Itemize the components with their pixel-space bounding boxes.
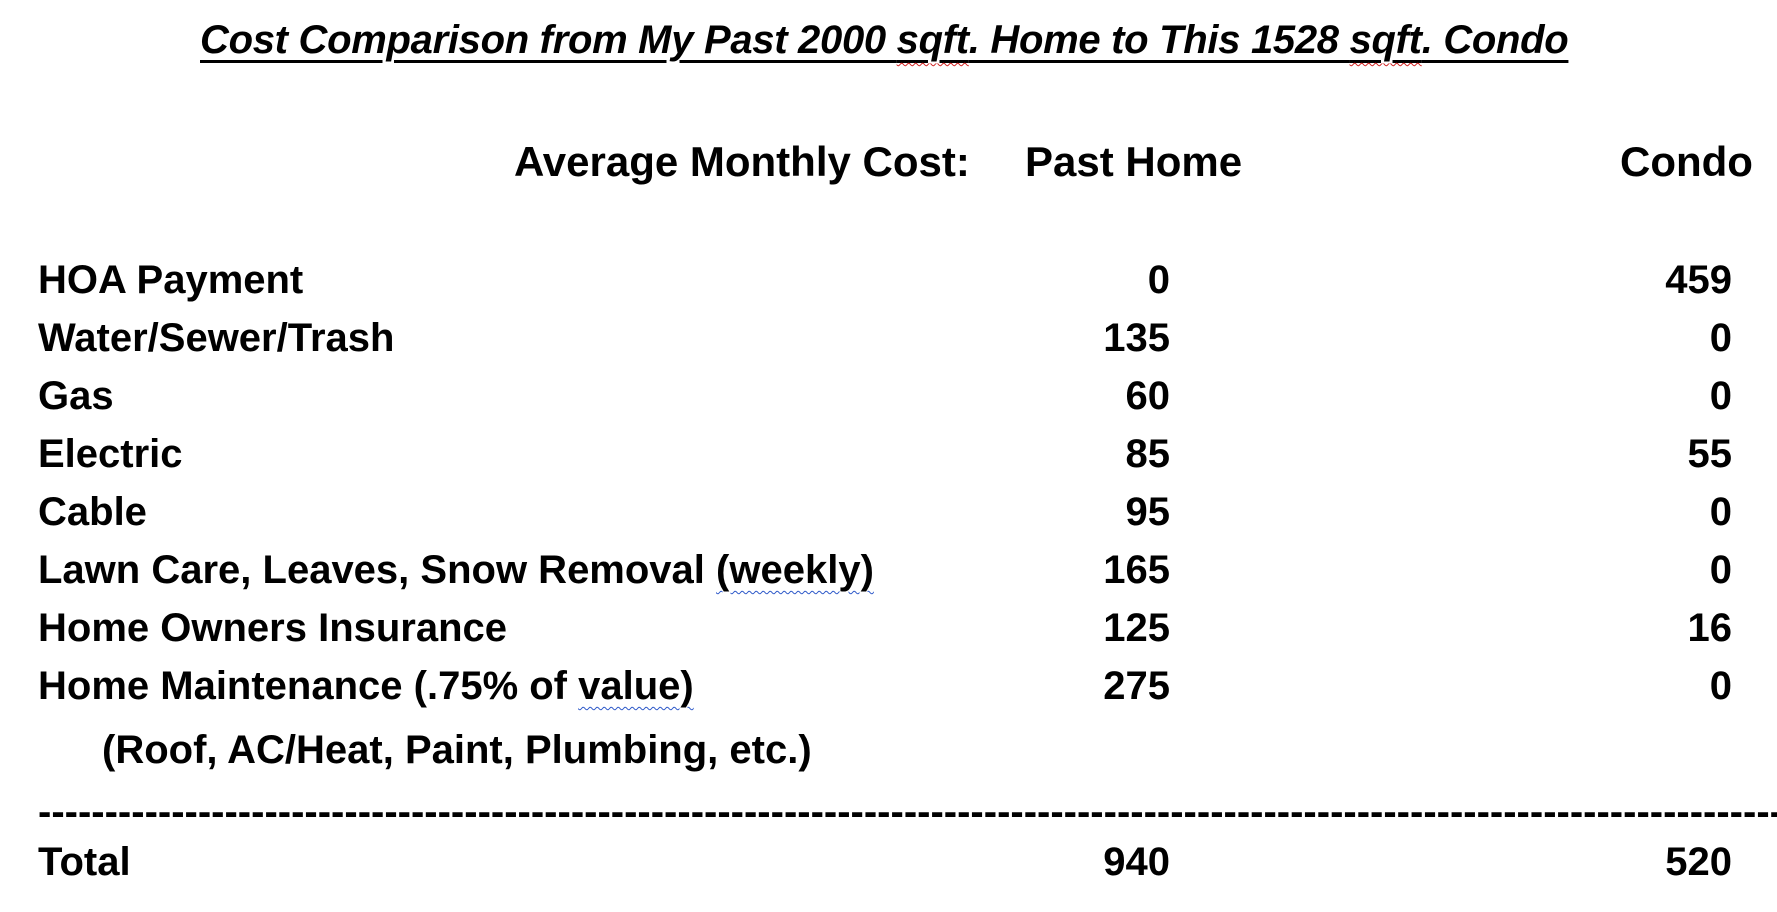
past-home-value: 95: [1125, 490, 1171, 534]
row-label-text: Lawn Care, Leaves, Snow Removal: [38, 548, 717, 592]
past-home-value: 60: [1125, 374, 1171, 418]
header-condo: Condo: [1620, 138, 1753, 185]
title-suffix: . Condo: [1421, 18, 1569, 62]
row-label-value: value): [578, 664, 694, 708]
row-label-text: Home Maintenance (.75% of: [38, 664, 579, 708]
table-row-hoa-payment: HOA Payment 0 459: [0, 258, 1777, 316]
table-row-lawn-care: Lawn Care, Leaves, Snow Removal (weekly)…: [0, 548, 1777, 606]
condo-value: 0: [1709, 316, 1732, 360]
row-label: Gas: [38, 374, 114, 418]
title-unit-sqft-1: sqft: [896, 18, 969, 62]
condo-value: 16: [1687, 606, 1733, 650]
row-label: Electric: [38, 432, 183, 476]
condo-value: 0: [1709, 664, 1732, 708]
table-row-total: Total 940 520: [0, 840, 1777, 898]
table-row-cable: Cable 95 0: [0, 490, 1777, 548]
past-home-value: 275: [1103, 664, 1170, 708]
condo-value: 459: [1665, 258, 1732, 302]
past-home-value: 0: [1147, 258, 1170, 302]
past-home-value: 135: [1103, 316, 1170, 360]
total-condo-value: 520: [1665, 840, 1732, 884]
header-past-home: Past Home: [1025, 138, 1243, 185]
row-label-weekly: (weekly): [716, 548, 874, 592]
header-average-monthly-cost: Average Monthly Cost:: [514, 138, 970, 185]
row-label: Lawn Care, Leaves, Snow Removal (weekly): [38, 548, 874, 593]
divider-line: ----------------------------------------…: [38, 790, 1777, 834]
table-row-home-owners-insurance: Home Owners Insurance 125 16: [0, 606, 1777, 664]
table-row-gas: Gas 60 0: [0, 374, 1777, 432]
row-label: HOA Payment: [38, 258, 304, 302]
page-title: Cost Comparison from My Past 2000 sqft. …: [200, 18, 1640, 63]
row-label: Water/Sewer/Trash: [38, 316, 395, 360]
table-row-home-maintenance: Home Maintenance (.75% of value) 275 0: [0, 664, 1777, 722]
condo-value: 0: [1709, 548, 1732, 592]
title-unit-sqft-2: sqft: [1349, 18, 1422, 62]
total-label: Total: [38, 840, 131, 884]
title-prefix: Cost Comparison from My Past 2000: [200, 18, 897, 62]
row-label: Cable: [38, 490, 147, 534]
table-row-electric: Electric 85 55: [0, 432, 1777, 490]
row-label: Home Owners Insurance: [38, 606, 508, 650]
condo-value: 55: [1687, 432, 1733, 476]
condo-value: 0: [1709, 490, 1732, 534]
total-past-home-value: 940: [1103, 840, 1170, 884]
table-row-water-sewer-trash: Water/Sewer/Trash 135 0: [0, 316, 1777, 374]
past-home-value: 165: [1103, 548, 1170, 592]
row-label: Home Maintenance (.75% of value): [38, 664, 694, 709]
past-home-value: 85: [1125, 432, 1171, 476]
past-home-value: 125: [1103, 606, 1170, 650]
condo-value: 0: [1709, 374, 1732, 418]
title-middle: . Home to This 1528: [968, 18, 1350, 62]
maintenance-note: (Roof, AC/Heat, Paint, Plumbing, etc.): [102, 728, 812, 772]
